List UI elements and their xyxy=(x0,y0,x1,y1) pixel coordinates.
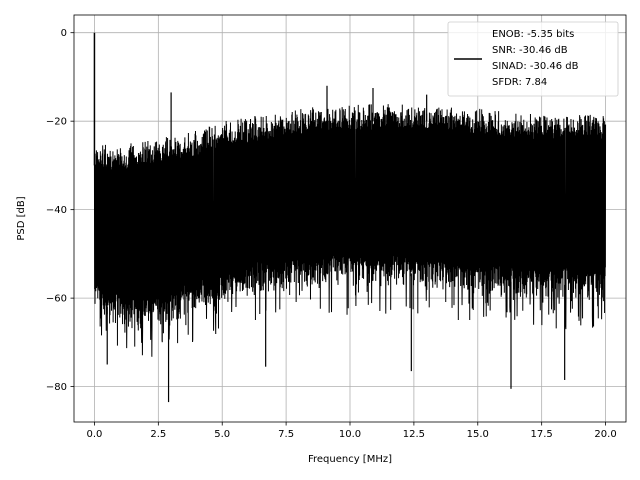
legend-enob: ENOB: -5.35 bits xyxy=(492,29,574,40)
y-tick-label: −20 xyxy=(46,117,67,128)
x-tick-label: 17.5 xyxy=(531,429,553,440)
x-axis-label: Frequency [MHz] xyxy=(308,454,392,465)
psd-trace xyxy=(93,104,607,357)
legend-sfdr: SFDR: 7.84 xyxy=(492,77,547,88)
x-tick-label: 2.5 xyxy=(150,429,166,440)
legend-snr: SNR: -30.46 dB xyxy=(492,45,568,56)
y-tick-label: −60 xyxy=(46,294,67,305)
legend: ENOB: -5.35 bits SNR: -30.46 dB SINAD: -… xyxy=(447,21,619,97)
legend-sinad: SINAD: -30.46 dB xyxy=(492,61,579,72)
x-tick-label: 7.5 xyxy=(278,429,294,440)
x-tick-label: 5.0 xyxy=(214,429,230,440)
x-tick-label: 10.0 xyxy=(339,429,361,440)
x-tick-label: 12.5 xyxy=(403,429,425,440)
x-tick-label: 15.0 xyxy=(467,429,489,440)
axis-ticks: 0.0 2.5 5.0 7.5 10.0 12.5 15.0 17.5 20.0 0 −20 −40 −… xyxy=(46,28,617,440)
y-tick-label: −80 xyxy=(46,382,67,393)
y-tick-label: 0 xyxy=(61,28,67,39)
y-tick-label: −40 xyxy=(46,205,67,216)
psd-series xyxy=(93,32,607,403)
x-tick-label: 0.0 xyxy=(86,429,102,440)
y-axis-label: PSD [dB] xyxy=(16,196,27,240)
x-tick-label: 20.0 xyxy=(594,429,616,440)
legend-box xyxy=(447,21,619,97)
